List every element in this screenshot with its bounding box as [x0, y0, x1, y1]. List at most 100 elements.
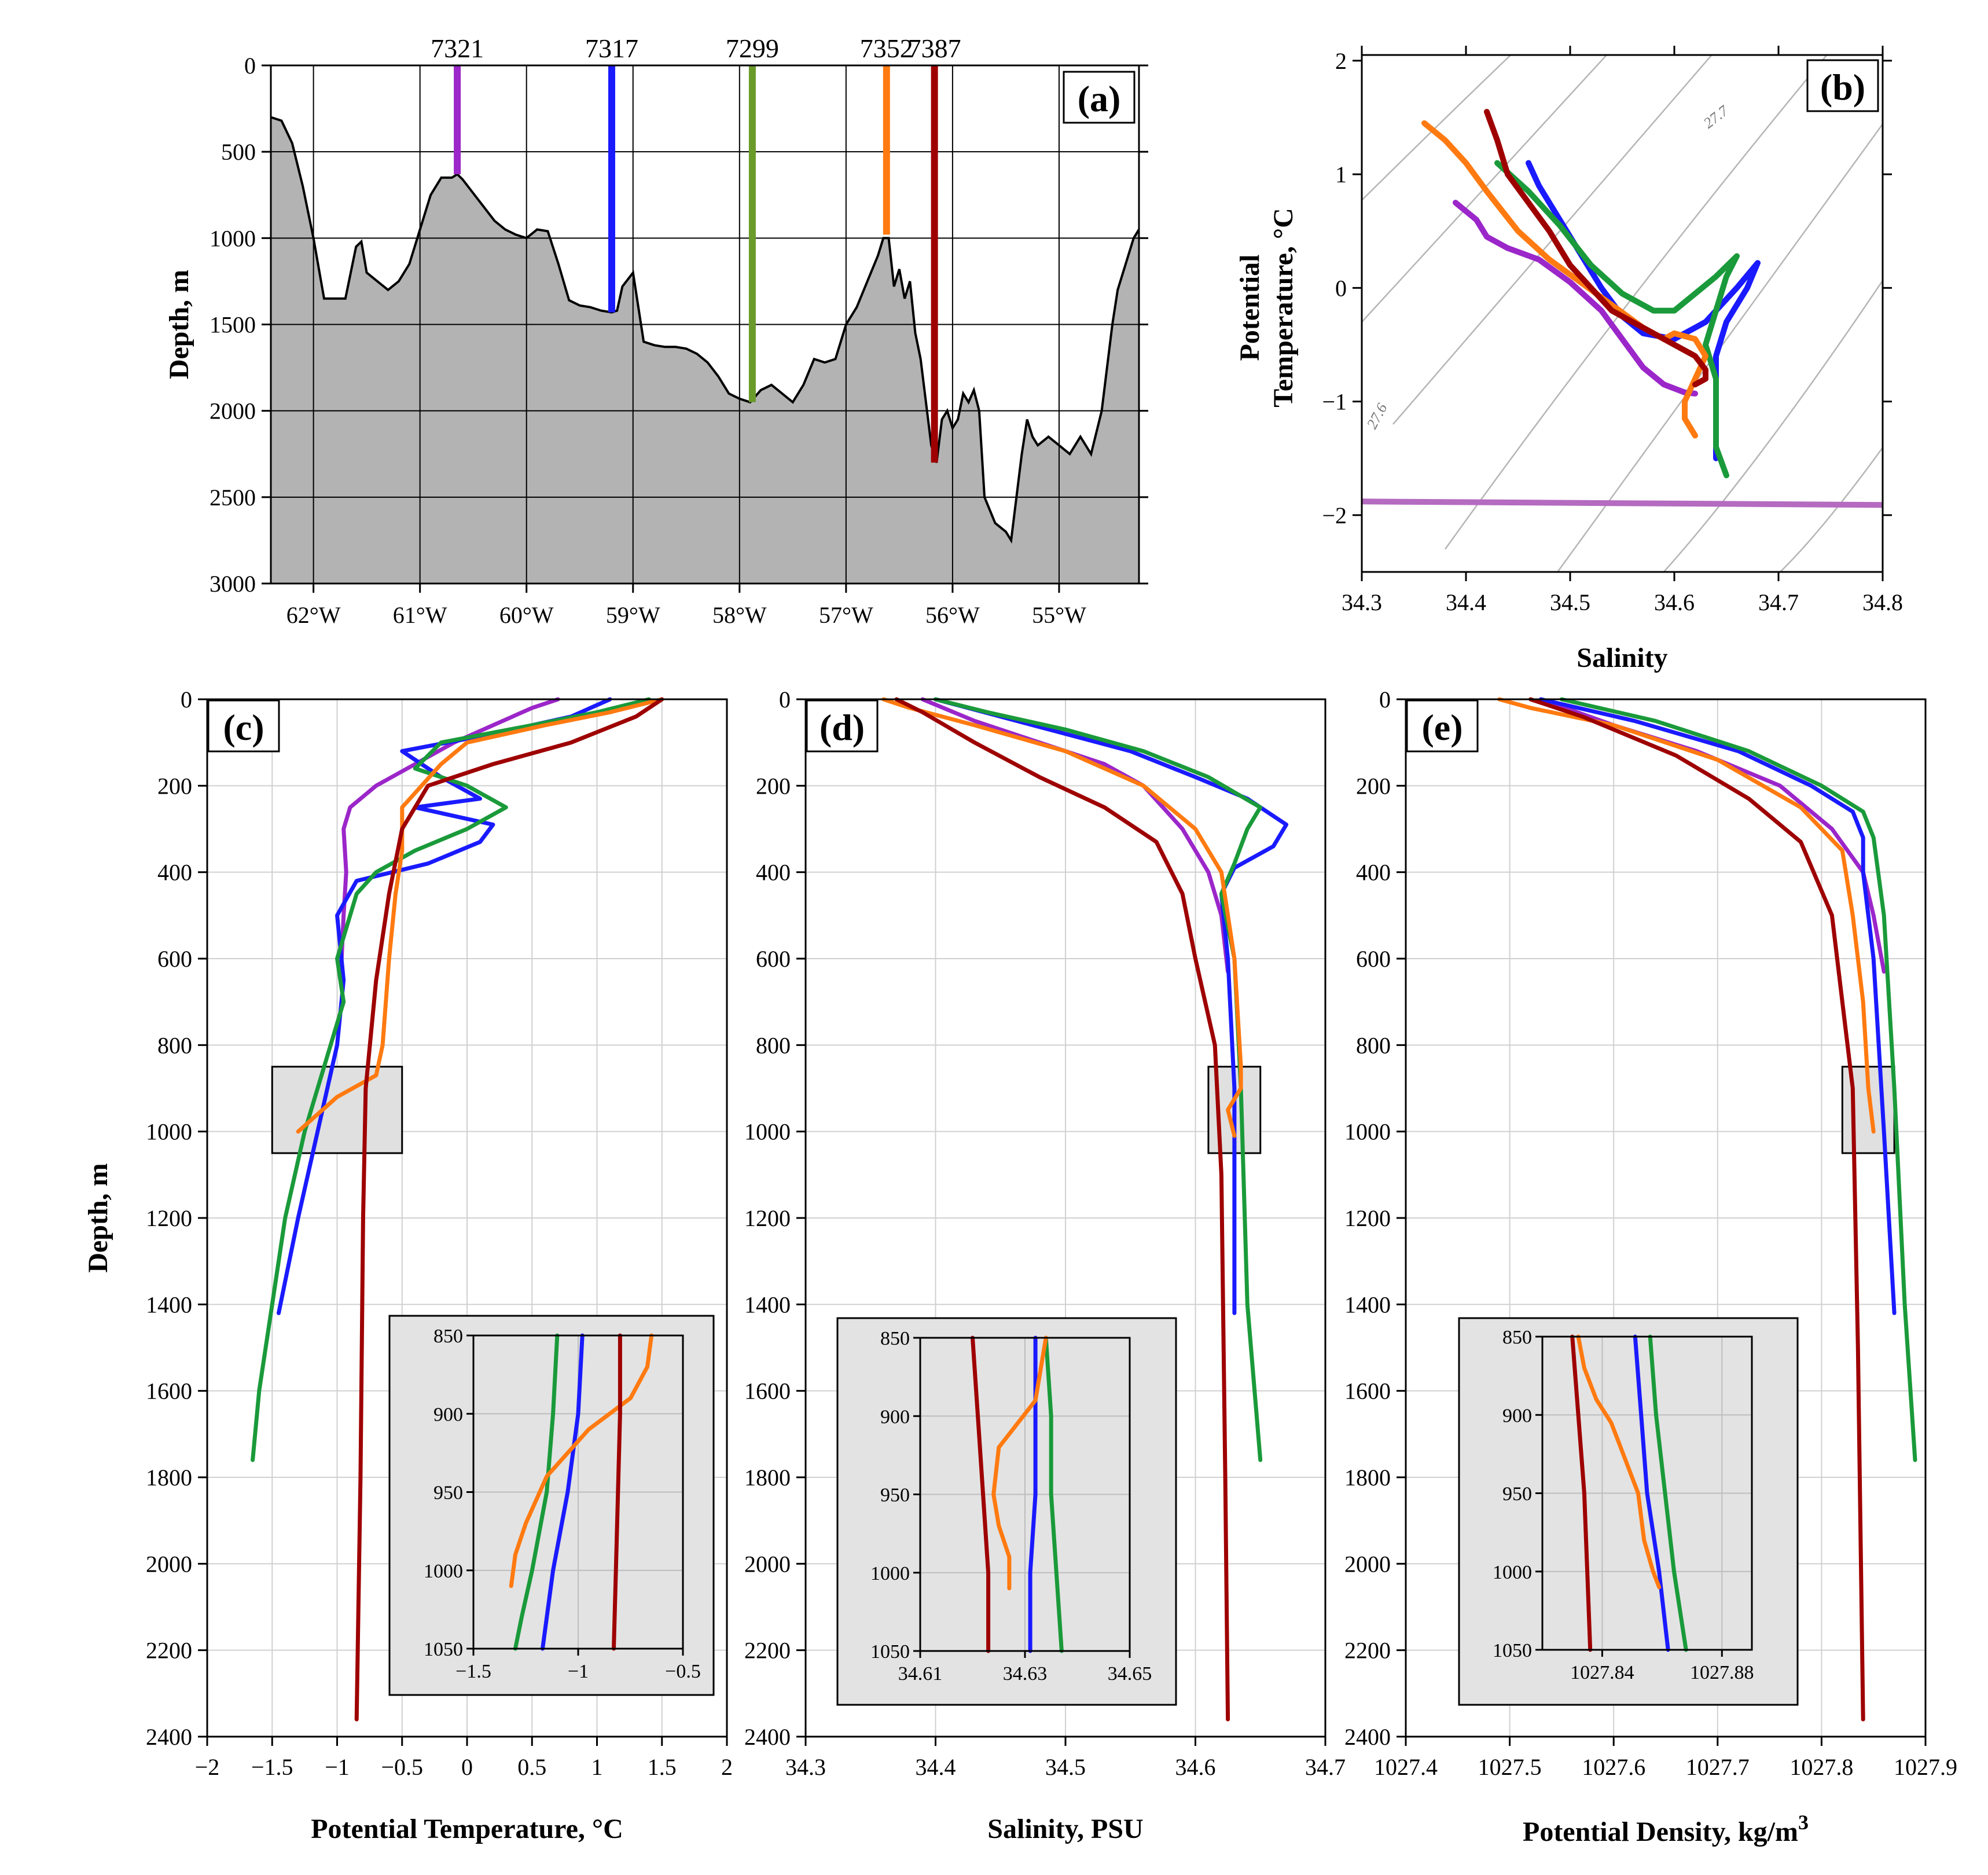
y-tick-label: 0	[1379, 687, 1391, 713]
station-label-7317: 7317	[585, 34, 638, 63]
y-tick-label: 200	[1356, 773, 1391, 799]
inset-y-tick-label: 850	[433, 1326, 463, 1347]
panel-tag: (d)	[820, 707, 865, 748]
y-tick-label: 2400	[1344, 1724, 1391, 1750]
y-tick-label: 2200	[1344, 1638, 1391, 1664]
y-tick-label: 1800	[1344, 1465, 1391, 1491]
inset-x-tick-label: −1.5	[455, 1661, 491, 1682]
y-axis-title-line: Temperature, °C	[1268, 208, 1299, 407]
inset-y-tick-label: 1000	[1493, 1562, 1532, 1583]
y-tick-label: 1600	[1344, 1378, 1391, 1404]
inset-x-tick-label: 1027.84	[1570, 1662, 1634, 1683]
profile-7299-green	[251, 697, 651, 1462]
y-tick-label: 1800	[146, 1465, 192, 1491]
inset-y-tick-label: 900	[433, 1404, 463, 1425]
bathymetry-area	[271, 117, 1139, 584]
isopycnal-contour	[1663, 279, 1883, 572]
profile-7317	[277, 697, 612, 1315]
isopycnal-contour	[1444, 55, 1828, 550]
plot-frame	[1361, 54, 1884, 573]
y-tick-label: 2200	[146, 1638, 192, 1664]
inset-x-tick-label: 1027.88	[1690, 1662, 1754, 1683]
ts-curve-7299-green	[1494, 160, 1740, 479]
x-tick-label: 61°W	[393, 602, 447, 628]
inset-profile-7317	[541, 1333, 585, 1651]
freezing-line	[1362, 498, 1883, 508]
profile-7299-green	[1559, 697, 1917, 1462]
inset-x-tick-label: 34.61	[898, 1663, 943, 1685]
y-tick-label: −1	[1322, 389, 1347, 415]
inset-y-tick-label: 1000	[870, 1563, 910, 1584]
y-tick-label: −2	[1322, 502, 1347, 529]
y-tick-label: 2000	[210, 398, 256, 424]
inset-y-tick-label: 1050	[870, 1641, 910, 1663]
y-tick-label: 2000	[1344, 1551, 1391, 1577]
y-tick-label: 2	[1335, 48, 1347, 74]
y-tick-label: 500	[221, 139, 256, 165]
inset-profile-7299-green	[1043, 1335, 1064, 1653]
profile-7317	[934, 697, 1289, 1315]
panel-b: 27.7 27.6 34.3 34.4 34.5 34.6 34.7 34.8 −2 −1 0 1 2 (…	[1234, 46, 1903, 673]
y-tick-label: 0	[1335, 275, 1347, 301]
y-tick-label: 1400	[1344, 1291, 1391, 1318]
y-tick-label: 0	[181, 687, 192, 713]
inset-frame	[1458, 1317, 1799, 1706]
contour-label: 27.6	[1364, 401, 1391, 432]
x-tick-label: 34.6	[1654, 589, 1695, 615]
plot-frame	[1405, 698, 1927, 1738]
contour-label: 27.7	[1700, 102, 1732, 131]
profile-7321	[339, 697, 560, 974]
y-tick-label: 1000	[210, 225, 256, 251]
x-tick-label: 1027.5	[1478, 1754, 1542, 1780]
y-tick-label: 0	[779, 687, 791, 713]
inset-y-tick-label: 1050	[424, 1639, 463, 1660]
inset-y-tick-label: 1050	[1493, 1640, 1532, 1661]
inset-profile-7352	[1576, 1334, 1662, 1590]
x-axis-title: Salinity	[1577, 643, 1667, 673]
profile-7352	[881, 697, 1243, 1138]
x-tick-label: −2	[195, 1754, 220, 1780]
y-tick-label: 3000	[210, 571, 256, 597]
x-axis-title: Potential Temperature, °C	[311, 1814, 623, 1844]
y-axis-title-line: Potential	[1234, 255, 1265, 361]
inset-profile-7352	[991, 1335, 1048, 1591]
x-tick-label: 34.6	[1175, 1754, 1216, 1780]
y-tick-label: 1400	[146, 1291, 192, 1318]
inset-plot-frame	[919, 1337, 1131, 1652]
y-tick-label: 1000	[1344, 1119, 1391, 1145]
x-tick-label: 1027.9	[1894, 1754, 1957, 1780]
inset-y-tick-label: 900	[1502, 1405, 1532, 1426]
y-tick-label: 1200	[146, 1205, 192, 1231]
y-tick-label: 1400	[744, 1291, 791, 1318]
panel-d: 34.3 34.4 34.5 34.6 34.7 0 200 400 600 800 1000 120…	[744, 687, 1346, 1844]
panel-e: 1027.4 1027.5 1027.6 1027.7 1027.8 1027.9 0 200…	[1344, 687, 1957, 1847]
x-tick-label: 0.5	[517, 1754, 546, 1780]
panel-tag-box	[1406, 699, 1479, 753]
y-tick-label: 1800	[744, 1465, 791, 1491]
y-tick-label: 1000	[146, 1119, 192, 1145]
bathymetry-line	[270, 116, 1140, 544]
profile-7387	[354, 697, 664, 1722]
panel-a: 62°W 61°W 60°W 59°W 58°W 57°W 56°W 55°W 0 500 1000…	[164, 34, 1148, 628]
y-tick-label: 0	[244, 53, 256, 79]
panel-tag-box	[1806, 59, 1879, 112]
inset-x-tick-label: 34.63	[1003, 1663, 1048, 1685]
y-tick-label: 1600	[744, 1378, 791, 1404]
ts-curve-7321	[1453, 200, 1698, 397]
x-tick-label: 2	[721, 1754, 733, 1780]
x-tick-label: 34.7	[1758, 589, 1799, 615]
y-tick-label: 1200	[1344, 1205, 1391, 1231]
x-tick-label: 34.3	[785, 1754, 826, 1780]
plot-frame	[804, 698, 1326, 1738]
y-tick-label: 2200	[744, 1638, 791, 1664]
station-label-7321: 7321	[431, 34, 484, 63]
x-axis-title-sup: 3	[1798, 1811, 1809, 1834]
x-tick-label: 34.4	[1446, 589, 1486, 615]
inset-y-tick-label: 850	[880, 1328, 910, 1349]
panel-tag-box	[806, 699, 879, 753]
inset-frame	[836, 1317, 1177, 1706]
profile-7387	[1528, 697, 1865, 1722]
y-tick-label: 2400	[744, 1724, 791, 1750]
x-tick-label: −1.5	[251, 1754, 293, 1780]
profile-7387	[894, 697, 1230, 1722]
